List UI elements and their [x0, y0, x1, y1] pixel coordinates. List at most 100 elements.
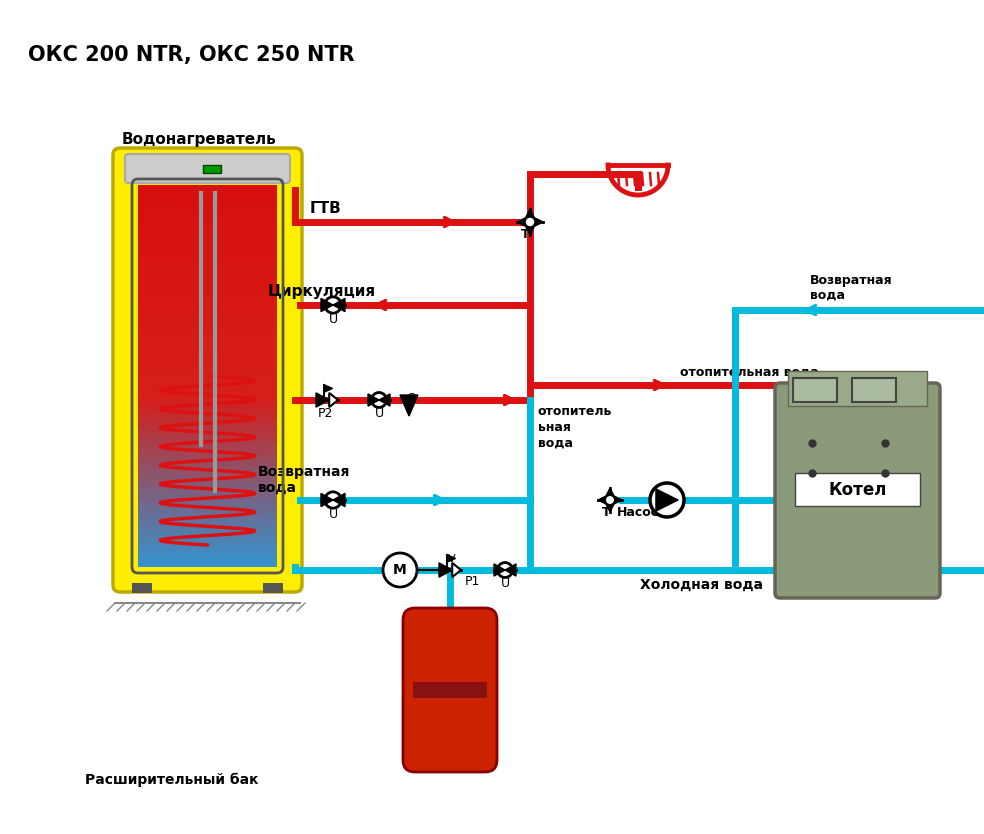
Bar [138, 352, 277, 357]
Bar [138, 433, 277, 438]
Bar [138, 347, 277, 352]
Polygon shape [604, 488, 616, 500]
Bar [203, 165, 220, 173]
Bar [138, 247, 277, 252]
Circle shape [372, 393, 387, 408]
FancyBboxPatch shape [125, 154, 290, 183]
Polygon shape [453, 563, 461, 577]
Bar [138, 547, 277, 553]
Bar [138, 198, 277, 204]
Polygon shape [505, 564, 516, 576]
Bar [138, 399, 277, 404]
Bar [138, 461, 277, 467]
Text: Водонагреватель: Водонагреватель [122, 132, 277, 147]
Bar [795, 473, 920, 506]
Text: Холодная вода: Холодная вода [640, 578, 763, 592]
Text: V: V [448, 554, 456, 564]
Bar [138, 242, 277, 247]
Polygon shape [598, 494, 610, 506]
Polygon shape [379, 394, 390, 406]
Bar [138, 409, 277, 414]
Bar [138, 361, 277, 366]
Circle shape [650, 483, 684, 517]
Polygon shape [517, 215, 530, 229]
Bar [138, 562, 277, 567]
Polygon shape [494, 564, 505, 576]
Polygon shape [321, 494, 333, 506]
Text: Насос: Насос [617, 506, 659, 519]
Bar [138, 337, 277, 343]
Polygon shape [604, 500, 616, 512]
Bar [138, 261, 277, 266]
Bar [138, 280, 277, 285]
Bar [138, 314, 277, 319]
Bar [138, 495, 277, 500]
Polygon shape [321, 299, 333, 312]
FancyBboxPatch shape [403, 608, 497, 772]
Polygon shape [610, 494, 622, 506]
Bar [138, 414, 277, 419]
Circle shape [325, 297, 341, 313]
Text: P2: P2 [317, 407, 333, 420]
Bar [138, 189, 277, 194]
Text: ГТВ: ГТВ [310, 201, 341, 216]
Bar [138, 452, 277, 457]
Text: Циркуляция: Циркуляция [268, 284, 376, 299]
Bar [138, 528, 277, 534]
Bar [138, 304, 277, 309]
Text: Возвратная
вода: Возвратная вода [258, 465, 350, 495]
Bar [413, 682, 487, 698]
Bar [852, 378, 896, 402]
Polygon shape [333, 299, 345, 312]
Bar [138, 466, 277, 471]
Bar [138, 510, 277, 515]
Bar [793, 378, 837, 402]
Polygon shape [368, 394, 379, 406]
Polygon shape [316, 393, 330, 407]
Bar [138, 284, 277, 290]
Bar [138, 366, 277, 371]
Bar [138, 328, 277, 333]
Bar [138, 500, 277, 505]
Bar [138, 480, 277, 486]
Bar [138, 237, 277, 243]
Polygon shape [523, 209, 536, 222]
Bar [138, 194, 277, 199]
Polygon shape [400, 395, 418, 416]
Bar [138, 289, 277, 295]
Text: U: U [501, 577, 510, 590]
Polygon shape [333, 494, 345, 506]
Bar [138, 442, 277, 448]
Circle shape [526, 219, 533, 225]
Text: T: T [601, 506, 610, 519]
Bar [138, 557, 277, 562]
Bar [138, 333, 277, 338]
Polygon shape [656, 489, 678, 511]
Circle shape [325, 492, 341, 508]
Bar [138, 385, 277, 390]
Bar [138, 203, 277, 208]
Text: P1: P1 [464, 575, 479, 588]
Bar [138, 538, 277, 543]
Bar [138, 356, 277, 362]
Bar [138, 218, 277, 224]
Bar [138, 371, 277, 376]
Bar [138, 485, 277, 490]
Bar [138, 299, 277, 304]
Text: O: O [406, 392, 416, 405]
Bar [263, 583, 283, 593]
Bar [138, 380, 277, 385]
FancyBboxPatch shape [113, 148, 302, 592]
Polygon shape [530, 215, 543, 229]
Bar [138, 519, 277, 524]
Text: Расширительный бак: Расширительный бак [85, 773, 259, 787]
Bar [138, 404, 277, 409]
Bar [132, 583, 152, 593]
Polygon shape [439, 563, 453, 577]
Bar [138, 251, 277, 257]
Text: ОКС 200 NTR, ОКС 250 NTR: ОКС 200 NTR, ОКС 250 NTR [28, 45, 354, 65]
Bar [138, 524, 277, 529]
Bar [138, 309, 277, 314]
Bar [138, 208, 277, 214]
Bar [138, 490, 277, 495]
